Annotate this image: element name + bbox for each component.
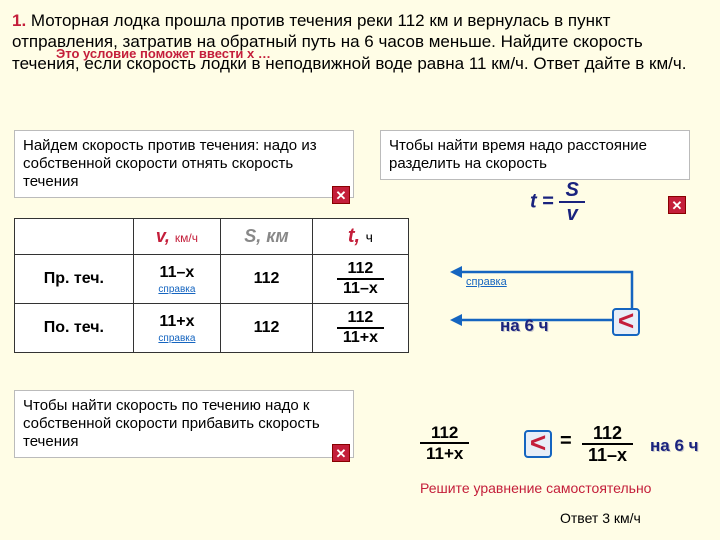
help-link[interactable]: справка — [138, 333, 217, 344]
help-link[interactable]: справка — [466, 276, 507, 288]
problem-text: Моторная лодка прошла против течения рек… — [12, 11, 686, 73]
final-equation-rhs: 11211–x — [582, 424, 633, 464]
solve-yourself-text: Решите уравнение самостоятельно — [420, 480, 651, 496]
close-icon[interactable]: ✕ — [668, 196, 686, 214]
help-link[interactable]: справка — [138, 284, 217, 295]
cell-s-downstream: 112 — [221, 304, 313, 353]
cell-t-upstream: 11211–x — [312, 255, 408, 304]
table-row-upstream: Пр. теч. 11–x справка 112 11211–x — [15, 255, 409, 304]
final-equation: 11211+x — [420, 424, 469, 462]
table-corner — [15, 219, 134, 255]
col-header-s: S, км — [221, 219, 313, 255]
cell-v-downstream: 11+x справка — [133, 304, 221, 353]
table-row-downstream: По. теч. 11+x справка 112 11211+x — [15, 304, 409, 353]
label-na-6-ch: на 6 ч — [500, 316, 549, 336]
cell-v-upstream: 11–x справка — [133, 255, 221, 304]
row-label-upstream: Пр. теч. — [15, 255, 134, 304]
panel-speed-downstream: Чтобы найти скорость по течению надо к с… — [14, 390, 354, 458]
less-than-box: < — [612, 308, 640, 336]
formula-t-equals-s-over-v: t = Sv — [530, 180, 585, 224]
hint-intro-x: Это условие поможет ввести x … — [56, 46, 271, 61]
cell-s-upstream: 112 — [221, 255, 313, 304]
equals-sign: = — [560, 430, 572, 453]
problem-number: 1. — [12, 11, 26, 30]
col-header-t: t, ч — [312, 219, 408, 255]
panel-time-formula: Чтобы найти время надо расстояние раздел… — [380, 130, 690, 180]
answer-text: Ответ 3 км/ч — [560, 510, 641, 526]
cell-t-downstream: 11211+x — [312, 304, 408, 353]
speed-distance-time-table: v, км/ч S, км t, ч Пр. теч. 11–x справка… — [14, 218, 409, 353]
close-icon[interactable]: ✕ — [332, 444, 350, 462]
panel-speed-upstream: Найдем скорость против течения: надо из … — [14, 130, 354, 198]
row-label-downstream: По. теч. — [15, 304, 134, 353]
label-na-6-ch: на 6 ч — [650, 436, 699, 456]
col-header-v: v, км/ч — [133, 219, 221, 255]
problem-statement: 1. Моторная лодка прошла против течения … — [0, 0, 720, 80]
close-icon[interactable]: ✕ — [332, 186, 350, 204]
less-than-box: < — [524, 430, 552, 458]
